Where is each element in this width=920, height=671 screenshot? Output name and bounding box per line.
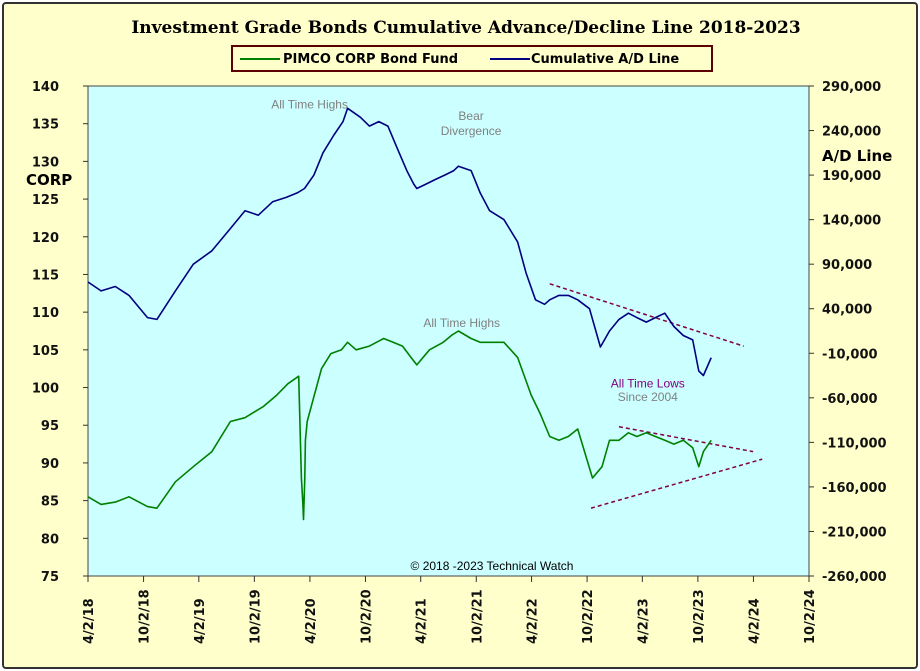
- left-tick-label: 90: [41, 457, 59, 472]
- right-tick-label: -10,000: [822, 347, 878, 362]
- x-tick-label: 10/2/20: [359, 589, 374, 644]
- trendline: [618, 426, 754, 453]
- left-tick-label: 115: [32, 268, 59, 283]
- x-tick-label: 4/2/21: [415, 598, 430, 644]
- series-layer: [87, 107, 712, 521]
- left-tick-label: 130: [32, 155, 59, 170]
- right-tick-label: 290,000: [822, 80, 881, 95]
- legend: PIMCO CORP Bond Fund Cumulative A/D Line: [231, 45, 713, 72]
- left-tick-label: 140: [32, 80, 59, 95]
- x-tick-label: 10/2/21: [470, 589, 485, 644]
- right-tick-label: -260,000: [822, 570, 887, 585]
- plot-area: [87, 85, 810, 577]
- right-tick-label: -210,000: [822, 525, 887, 540]
- chart-svg: Investment Grade Bonds Cumulative Advanc…: [26, 18, 892, 644]
- legend-label-corp: PIMCO CORP Bond Fund: [283, 52, 458, 67]
- trendline: [590, 458, 763, 509]
- right-tick-label: 90,000: [822, 258, 872, 273]
- series-line-ad: [87, 107, 712, 377]
- right-tick-label: -60,000: [822, 392, 878, 407]
- x-tick-label: 4/2/22: [526, 598, 541, 644]
- right-tick-label: -160,000: [822, 481, 887, 496]
- annotation-label: Since 2004: [618, 390, 678, 404]
- x-tick-label: 4/2/23: [636, 598, 651, 644]
- footer-copyright: © 2018 -2023 Technical Watch: [411, 559, 574, 573]
- right-tick-label: 190,000: [822, 169, 881, 184]
- right-axis-title: A/D Line: [822, 147, 892, 165]
- legend-label-ad: Cumulative A/D Line: [531, 52, 679, 67]
- left-tick-label: 110: [32, 306, 59, 321]
- x-tick-label: 4/2/24: [747, 598, 762, 644]
- x-tick-label: 10/2/23: [692, 589, 707, 644]
- annotation-label: Bear: [458, 109, 483, 123]
- x-tick-label: 10/2/22: [581, 589, 596, 644]
- chart-title: Investment Grade Bonds Cumulative Advanc…: [131, 18, 800, 38]
- annotation-label: Divergence: [441, 124, 502, 138]
- x-tick-label: 4/2/20: [304, 598, 319, 644]
- series-line-corp: [87, 330, 712, 521]
- left-tick-label: 95: [41, 419, 59, 434]
- x-axis: 4/2/18 10/2/18 4/2/19 10/2/19 4/2/20 10/2/20 4…: [82, 576, 818, 644]
- left-axis: 140 135 130 125 120 115 110 105 100 95 90 85 80 75: [32, 80, 88, 585]
- x-tick-label: 4/2/19: [193, 598, 208, 644]
- legend-box: [231, 45, 713, 72]
- right-tick-label: 40,000: [822, 303, 872, 318]
- left-tick-label: 120: [32, 231, 59, 246]
- annotation-label: All Time Highs: [271, 98, 348, 112]
- x-tick-label: 10/2/24: [803, 589, 818, 644]
- x-tick-label: 4/2/18: [82, 598, 97, 644]
- trendline-layer: [549, 283, 763, 509]
- annotation-label: All Time Highs: [423, 316, 500, 330]
- left-axis-title: CORP: [26, 171, 72, 189]
- left-tick-label: 75: [41, 570, 59, 585]
- right-tick-label: -110,000: [822, 436, 887, 451]
- trendline: [549, 283, 744, 347]
- left-tick-label: 100: [32, 382, 59, 397]
- left-tick-label: 135: [32, 118, 59, 133]
- x-tick-label: 10/2/19: [248, 589, 263, 644]
- left-tick-label: 125: [32, 193, 59, 208]
- right-axis: 290,000 240,000 190,000 140,000 90,000 40,000…: [809, 80, 887, 585]
- x-tick-label: 10/2/18: [138, 589, 153, 644]
- right-tick-label: 140,000: [822, 214, 881, 229]
- annotation-label: All Time Lows: [611, 377, 685, 391]
- left-tick-label: 105: [32, 344, 59, 359]
- right-tick-label: 240,000: [822, 125, 881, 140]
- left-tick-label: 80: [41, 532, 59, 547]
- left-tick-label: 85: [41, 495, 59, 510]
